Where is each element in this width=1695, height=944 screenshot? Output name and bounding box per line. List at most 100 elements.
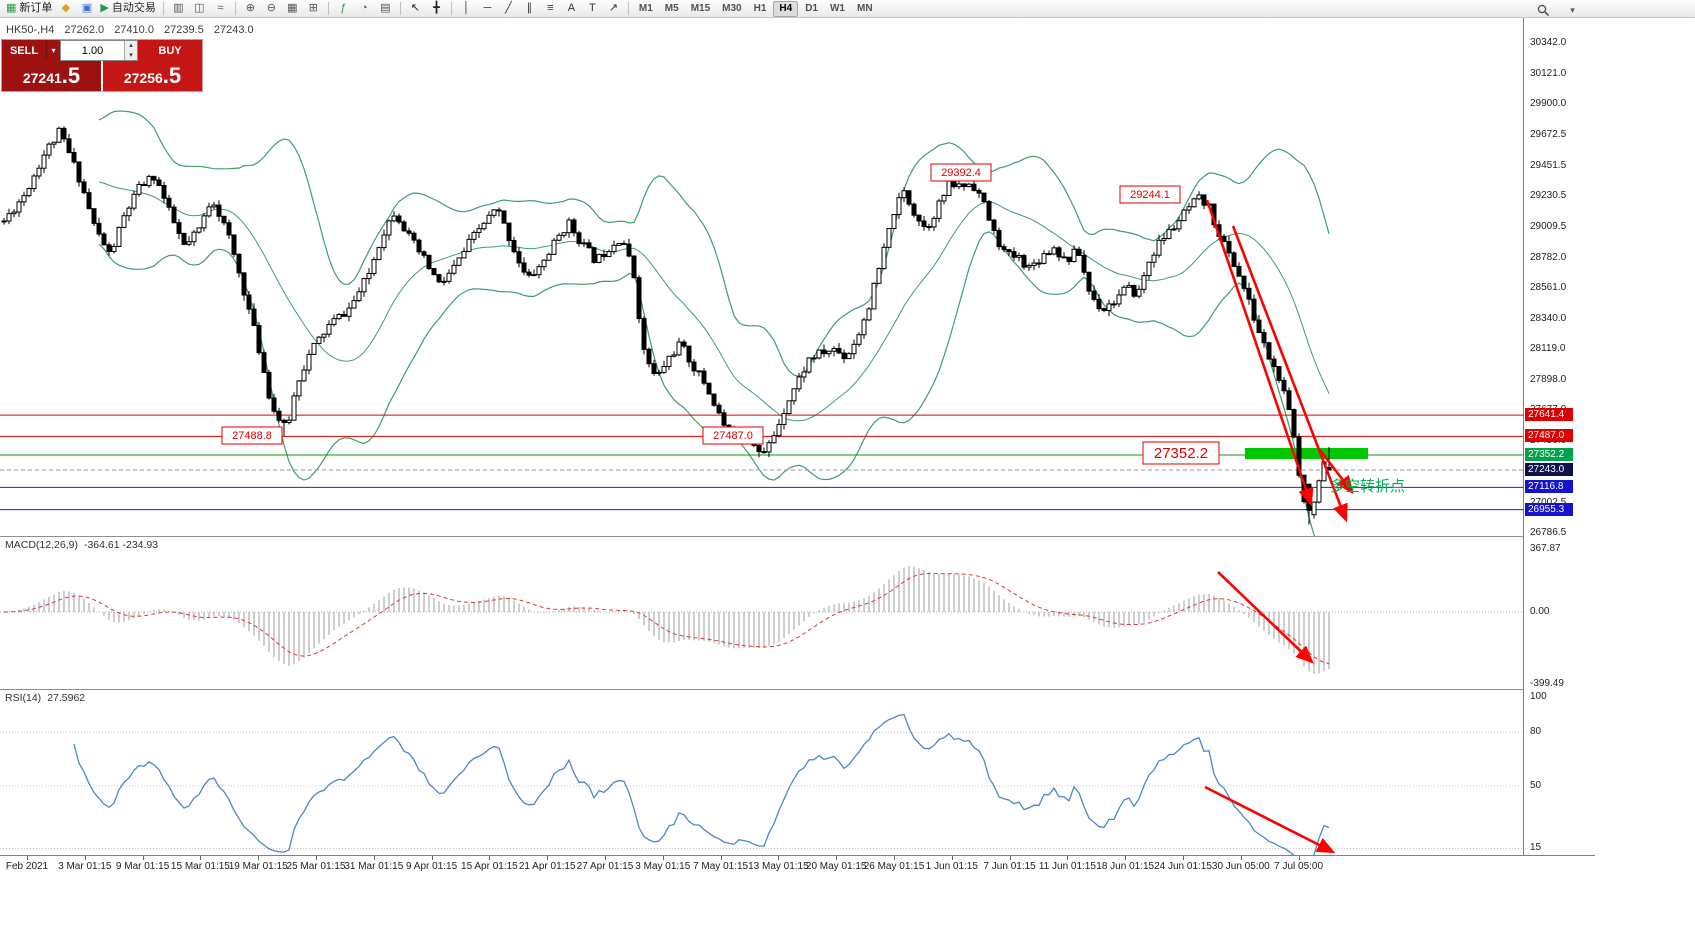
fibonacci-icon[interactable]: ≡ xyxy=(540,1,561,17)
buy-price[interactable]: 27256 .5 xyxy=(103,61,202,91)
candlestick-chart-icon[interactable]: ◫ xyxy=(189,1,210,17)
volume-input[interactable] xyxy=(61,41,124,60)
panel-separator[interactable] xyxy=(0,536,1595,537)
line-chart-icon[interactable]: ≈ xyxy=(210,1,231,17)
price-axis-label: 30121.0 xyxy=(1530,67,1567,79)
timeframe-d1-button[interactable]: D1 xyxy=(805,2,818,14)
timeframe-m30-button[interactable]: M30 xyxy=(722,2,742,14)
down-trend-arrow[interactable] xyxy=(1318,449,1354,495)
templates-icon[interactable]: ▤ xyxy=(375,1,396,17)
time-axis-label: Feb 2021 xyxy=(5,861,49,872)
main-chart-canvas[interactable]: 29392.429244.127488.827487.027352.226847… xyxy=(0,18,1523,536)
price-badge: 27243.0 xyxy=(1525,463,1573,476)
volume-decrease-button[interactable]: ▾ xyxy=(125,50,137,60)
buy-button-label: BUY xyxy=(158,44,182,57)
cursor-icon[interactable]: ↖ xyxy=(405,1,426,17)
new-order-button[interactable]: ▦ 新订单 xyxy=(3,1,55,17)
tile-windows-icon-glyph: ⊞ xyxy=(308,2,318,14)
low-value: 27239.5 xyxy=(164,24,204,36)
trendline-icon-glyph: ╱ xyxy=(505,2,512,14)
price-tag-box[interactable] xyxy=(221,426,283,445)
tile-windows-icon[interactable]: ⊞ xyxy=(303,1,324,17)
volume-increase-button[interactable]: ▴ xyxy=(125,41,137,51)
time-axis-label: 19 Mar 01:15 xyxy=(228,861,288,872)
crosshair-icon[interactable]: ╋ xyxy=(426,1,447,17)
time-axis-label: 25 Mar 01:15 xyxy=(286,861,346,872)
price-axis[interactable]: 30342.0 30121.0 29900.0 29672.5 29451.5 29230… xyxy=(1523,18,1595,855)
horizontal-line-icon[interactable]: ─ xyxy=(477,1,498,17)
price-tag-box[interactable] xyxy=(702,426,764,445)
price-axis-label: 29230.5 xyxy=(1530,190,1567,202)
price-axis-label: 26786.5 xyxy=(1530,526,1567,538)
timeframe-m15-button[interactable]: M15 xyxy=(690,2,711,14)
time-axis-label: 27 Apr 01:15 xyxy=(576,861,634,872)
period-icon[interactable]: ◔ xyxy=(354,1,375,17)
time-axis[interactable]: Feb 2021 3 Mar 01:15 9 Mar 01:15 15 Mar 01:… xyxy=(0,855,1595,876)
arrows-tool-icon[interactable]: ↗ xyxy=(603,1,624,17)
candlesticks xyxy=(1,126,1332,525)
time-axis-tick xyxy=(1298,856,1300,860)
price-badge: 26955.3 xyxy=(1525,502,1573,516)
buy-price-frac: .5 xyxy=(162,63,182,88)
vertical-line-icon[interactable]: │ xyxy=(456,1,477,17)
chart-window: HK50-,H4 27262.0 27410.0 27239.5 27243.0… xyxy=(0,18,1595,876)
chart-windows-icon[interactable]: ▣ xyxy=(76,1,97,17)
price-tag-text: 29244.1 xyxy=(1130,189,1170,201)
channel-icon[interactable]: ∥ xyxy=(519,1,540,17)
sell-price-main: 27241 xyxy=(22,70,62,86)
down-trend-arrow[interactable] xyxy=(1205,199,1314,507)
support-zone-rectangle[interactable] xyxy=(1245,448,1368,459)
grid-icon[interactable]: ▦ xyxy=(282,1,303,17)
down-trend-arrow[interactable] xyxy=(1231,225,1348,523)
autotrading-button[interactable]: ▶ 自动交易 xyxy=(97,1,158,17)
bar-chart-icon[interactable]: ▥ xyxy=(168,1,189,17)
sell-button[interactable]: SELL xyxy=(2,40,46,61)
buy-button[interactable]: BUY xyxy=(138,40,202,61)
rsi-indicator-label: RSI(14) 27.5962 xyxy=(5,692,85,704)
volume-dropdown-button[interactable]: ▾ xyxy=(46,40,60,61)
price-labels[interactable]: 29392.429244.127488.827487.027352.226847… xyxy=(221,163,1308,536)
price-tag-box[interactable] xyxy=(1119,185,1181,204)
time-axis-tick xyxy=(84,856,86,860)
label-icon[interactable]: T xyxy=(582,1,603,17)
toolbar-overflow-icon[interactable]: ▾ xyxy=(1570,4,1575,15)
price-tag-box[interactable] xyxy=(930,163,992,182)
sell-price[interactable]: 27241 .5 xyxy=(2,61,101,91)
text-icon[interactable]: A xyxy=(561,1,582,17)
time-axis-label: 7 Jul 05:00 xyxy=(1274,861,1324,872)
time-axis-tick xyxy=(547,856,549,860)
time-axis-tick xyxy=(489,856,491,860)
zoom-in-icon[interactable]: ⊕ xyxy=(240,1,261,17)
panel-separator[interactable] xyxy=(0,689,1595,690)
time-axis-label: 26 May 01:15 xyxy=(863,861,925,872)
trendline-icon[interactable]: ╱ xyxy=(498,1,519,17)
trend-arrows[interactable] xyxy=(1205,199,1354,523)
quick-trade-icon[interactable]: ◆ xyxy=(55,1,76,17)
rsi-down-arrow[interactable] xyxy=(1204,785,1336,854)
price-axis-label: 28782.0 xyxy=(1530,252,1567,264)
toolbar-separator xyxy=(399,2,401,15)
timeframe-m5-button[interactable]: M5 xyxy=(664,2,679,14)
timeframe-m1-button[interactable]: M1 xyxy=(638,2,653,14)
zoom-out-icon[interactable]: ⊖ xyxy=(261,1,282,17)
timeframe-h1-button[interactable]: H1 xyxy=(753,2,767,14)
toolbar-separator xyxy=(162,2,164,15)
timeframe-h4-button[interactable]: H4 xyxy=(773,0,799,17)
rsi-panel-canvas[interactable] xyxy=(0,690,1523,855)
macd-panel-canvas[interactable] xyxy=(0,537,1523,689)
price-tag-text: 29392.4 xyxy=(941,167,981,179)
search-icon[interactable] xyxy=(1533,2,1554,18)
timeframe-mn-button[interactable]: MN xyxy=(856,2,873,14)
one-click-trade-panel: SELL ▾ ▴ ▾ BUY 27241 xyxy=(2,40,202,91)
turning-point-note[interactable]: 多空转折点 xyxy=(1330,478,1405,495)
macd-down-arrow[interactable] xyxy=(1217,571,1314,664)
timeframe-w1-button[interactable]: W1 xyxy=(829,2,845,14)
cursor-icon-glyph: ↖ xyxy=(410,2,420,14)
price-tag-text: 27487.0 xyxy=(713,430,753,442)
crosshair-icon-glyph: ╋ xyxy=(433,2,440,14)
price-tag-box[interactable] xyxy=(1142,441,1220,465)
time-axis-tick xyxy=(258,856,260,860)
time-axis-tick xyxy=(605,856,606,860)
indicators-icon[interactable]: ƒ xyxy=(333,1,354,17)
time-axis-tick xyxy=(894,856,895,860)
